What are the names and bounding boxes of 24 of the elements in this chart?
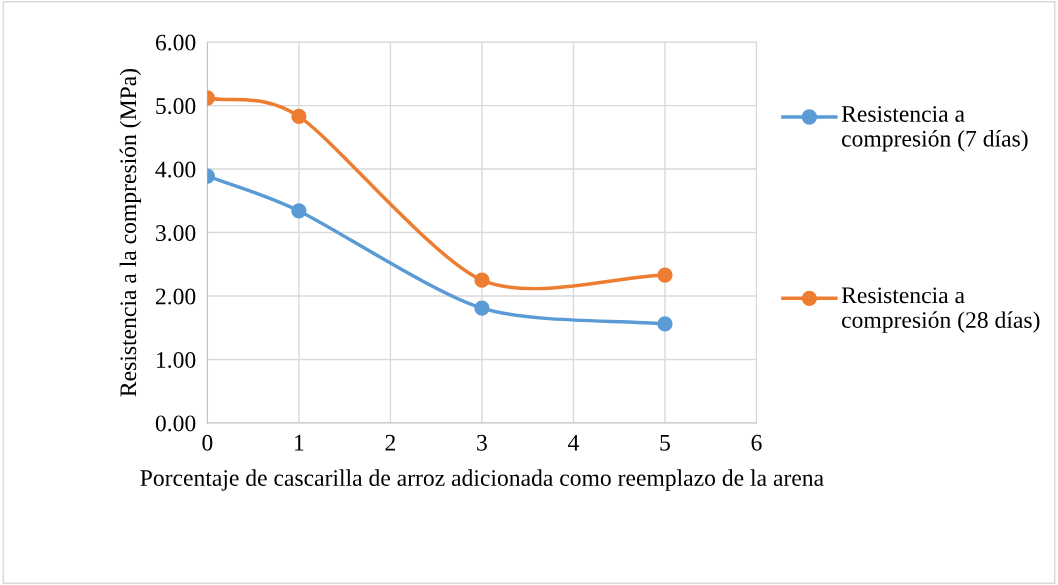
y-axis-title: Resistencia a la compresión (MPa) [119, 69, 142, 397]
y-tick-label: 1.00 [157, 351, 196, 369]
x-tick-label: 1 [295, 434, 304, 451]
legend-label: Resistencia a compresión (28 días) [841, 287, 1040, 333]
y-tick-label: 2.00 [155, 288, 196, 305]
x-tick-label: 0 [202, 434, 213, 451]
x-tick-label: 5 [660, 434, 670, 451]
x-tick-label: 4 [567, 434, 579, 451]
point [291, 203, 307, 219]
x-tick-label: 3 [477, 434, 487, 451]
y-tick-label: 3.00 [156, 225, 196, 242]
point [291, 108, 307, 125]
x-axis-title: Porcentaje de cascarilla de arroz adicionada como reemplazo de la arena [140, 469, 824, 491]
y-tick-label: 5.00 [156, 98, 196, 115]
y-tick-label: 0.00 [155, 415, 196, 432]
legend-label: Resistencia a compresión (7 días) [841, 106, 1028, 152]
y-tick-label: 4.00 [155, 161, 196, 178]
y-tick-label: 6.00 [155, 34, 196, 51]
point [657, 316, 673, 332]
point [474, 300, 490, 316]
point [657, 267, 673, 283]
x-tick-label: 6 [751, 434, 762, 451]
x-tick-label: 2 [385, 434, 395, 451]
point [474, 272, 490, 288]
